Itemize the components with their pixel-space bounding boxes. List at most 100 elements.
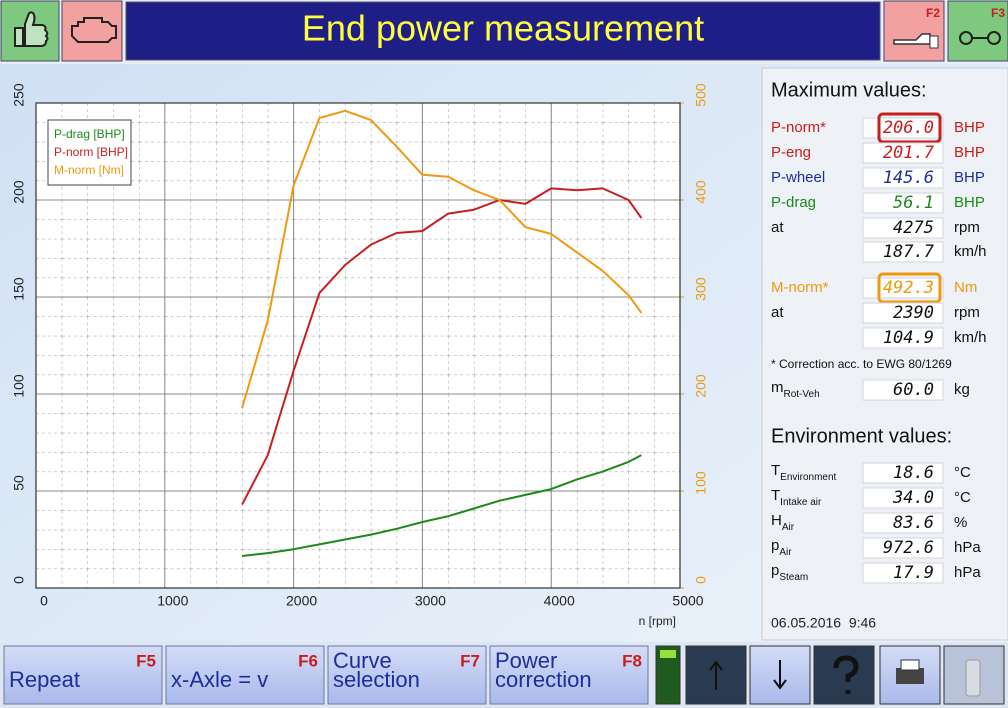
y-tick-label: 100 <box>11 374 27 398</box>
down-button[interactable] <box>749 645 811 705</box>
value-label: at <box>771 304 784 321</box>
value-box <box>862 462 944 484</box>
footer-button-key: F7 <box>460 651 480 670</box>
value-box <box>862 327 944 349</box>
value-unit: kg <box>954 381 970 398</box>
y2-tick-label: 400 <box>693 180 709 204</box>
footer-button-bg <box>165 645 325 705</box>
value-unit: hPa <box>954 564 981 581</box>
value-unit: Nm <box>954 279 977 296</box>
printer-paper <box>900 659 920 671</box>
f3-button-bg <box>947 0 1008 62</box>
printer-icon <box>896 668 924 684</box>
f3-key: F3 <box>991 6 1005 20</box>
y-tick-label: 250 <box>11 83 27 107</box>
value-unit: BHP <box>954 169 985 186</box>
footer-button-label: Repeat <box>9 667 80 692</box>
series-line <box>241 109 643 409</box>
footer-button[interactable]: F6 x-Axle = v <box>165 645 325 705</box>
value-label: pSteam <box>771 562 808 583</box>
f2-button[interactable]: F2 <box>883 0 945 62</box>
value-unit: rpm <box>954 219 980 236</box>
value-display: 17.9 <box>893 563 934 583</box>
x-tick-label: 3000 <box>415 593 446 609</box>
up-button[interactable] <box>685 645 747 705</box>
disabled-button[interactable] <box>943 645 1005 705</box>
value-unit: °C <box>954 464 971 481</box>
legend-label: P-norm [BHP] <box>54 145 128 159</box>
x-axis-label: n [rpm] <box>639 614 676 628</box>
label-main: m <box>771 379 784 396</box>
value-display: 972.6 <box>883 538 934 558</box>
status-light <box>660 650 676 658</box>
value-display: 104.9 <box>883 328 934 348</box>
f3-button[interactable]: F3 <box>947 0 1008 62</box>
footer-button[interactable]: F5 Repeat <box>3 645 163 705</box>
value-label: at <box>771 219 784 236</box>
value-box <box>862 241 944 263</box>
value-display: 56.1 <box>893 193 934 213</box>
y2-tick-label: 100 <box>693 471 709 495</box>
value-box <box>862 167 944 189</box>
value-display: 18.6 <box>893 463 934 483</box>
value-box <box>862 192 944 214</box>
footer-button-label: Curve <box>333 648 392 673</box>
value-display: 4275 <box>893 218 934 238</box>
value-label: TEnvironment <box>771 462 837 483</box>
engine-button[interactable] <box>61 0 123 62</box>
y2-tick-label: 300 <box>693 277 709 301</box>
y2-tick-label: 0 <box>693 576 709 584</box>
value-display: 60.0 <box>893 380 934 400</box>
correction-note: * Correction acc. to EWG 80/1269 <box>771 357 952 371</box>
values: P-norm* 206.0 BHP P-eng 201.7 BHP P-wheel 145.6… <box>771 112 987 584</box>
f2-key: F2 <box>926 6 940 20</box>
value-display: 492.3 <box>883 278 934 298</box>
value-box <box>862 142 944 164</box>
value-box <box>862 512 944 534</box>
engine-icon <box>71 17 117 43</box>
page-title: End power measurement <box>302 8 704 49</box>
environment-title: Environment values: <box>771 425 952 447</box>
value-unit: BHP <box>954 144 985 161</box>
value-label: P-eng <box>771 144 811 161</box>
value-label: M-norm* <box>771 279 829 296</box>
chart: 0 1000 2000 3000 4000 5000 0 50 100 150 200 250 0 100… <box>11 83 709 609</box>
value-display: 83.6 <box>893 513 934 533</box>
y-tick-label: 200 <box>11 180 27 204</box>
footer-button-label: correction <box>495 667 592 692</box>
minor-grid <box>36 103 680 588</box>
value-unit: °C <box>954 489 971 506</box>
value-unit: hPa <box>954 539 981 556</box>
help-icon <box>833 655 859 694</box>
down-arrow <box>773 660 787 690</box>
footer-button-label: selection <box>333 667 420 692</box>
footer-button-label: Power <box>495 648 557 673</box>
y-tick-label: 150 <box>11 277 27 301</box>
ok-button-bg <box>0 0 60 62</box>
thumb-icon <box>14 11 49 47</box>
label-main: p <box>771 562 779 579</box>
value-box <box>862 117 944 139</box>
f2-icon <box>893 33 931 45</box>
footer-button-key: F8 <box>622 651 642 670</box>
value-label: pAir <box>771 537 792 558</box>
help-button[interactable] <box>813 645 875 705</box>
label-sub: Intake air <box>780 497 822 508</box>
value-label: TIntake air <box>771 487 822 508</box>
value-box <box>862 487 944 509</box>
up-arrow <box>709 660 723 690</box>
print-button[interactable] <box>879 645 941 705</box>
value-display: 187.7 <box>883 242 935 262</box>
value-highlight <box>877 112 942 144</box>
legend-box <box>47 119 132 186</box>
ok-button[interactable] <box>0 0 60 62</box>
value-display: 201.7 <box>883 143 935 163</box>
label-sub: Steam <box>779 572 808 583</box>
value-box <box>862 277 944 299</box>
legend-label: M-norm [Nm] <box>54 163 124 177</box>
label-main: H <box>771 512 782 529</box>
x-tick-label: 1000 <box>157 593 188 609</box>
